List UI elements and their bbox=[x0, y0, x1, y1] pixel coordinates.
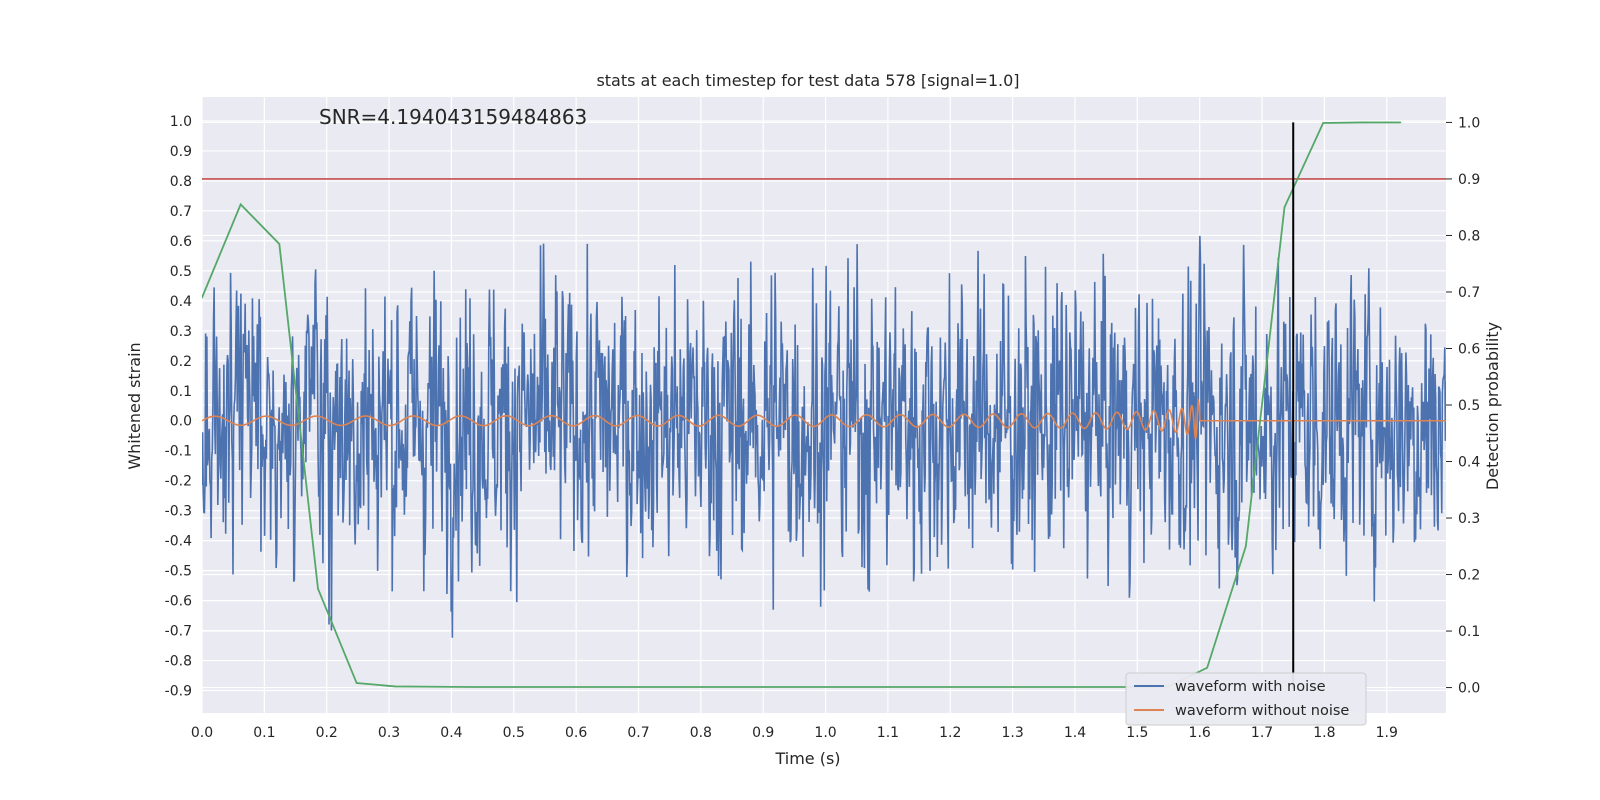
probability-point bbox=[1206, 666, 1208, 669]
probability-point bbox=[1013, 686, 1015, 688]
y-left-tick-label: -0.7 bbox=[165, 624, 192, 640]
probability-point bbox=[1361, 121, 1363, 124]
y-right-tick-label: 0.0 bbox=[1458, 681, 1480, 697]
y-left-tick-label: -0.4 bbox=[165, 534, 192, 550]
y-left-tick-label: 0.5 bbox=[170, 264, 192, 280]
probability-point bbox=[471, 686, 474, 688]
x-tick-label: 0.7 bbox=[627, 725, 649, 741]
x-tick-label: 0.2 bbox=[316, 725, 338, 741]
probability-point bbox=[665, 686, 667, 688]
y-left-tick-label: 0.7 bbox=[170, 204, 192, 220]
series-noise-line bbox=[202, 235, 1446, 638]
probability-point bbox=[781, 686, 783, 688]
x-tick-label: 0.1 bbox=[253, 725, 275, 741]
x-tick-label: 1.7 bbox=[1251, 725, 1273, 741]
y-left-tick-label: -0.2 bbox=[165, 474, 192, 490]
probability-point bbox=[278, 243, 281, 245]
y-left-tick-label: -0.8 bbox=[165, 654, 192, 670]
legend-label-noise: waveform with noise bbox=[1175, 679, 1326, 695]
x-tick-label: 0.4 bbox=[440, 725, 462, 741]
probability-point bbox=[1051, 686, 1054, 688]
y-right-tick-label: 0.3 bbox=[1458, 511, 1480, 527]
legend: waveform with noise waveform without noi… bbox=[1125, 672, 1367, 726]
y-right-tick-label: 0.1 bbox=[1458, 624, 1480, 640]
probability-point bbox=[974, 686, 977, 688]
y-axis-left: -0.9 -0.8 -0.7 -0.6 -0.5 -0.4 -0.3 -0.2 -0.1 0.0 0… bbox=[165, 114, 192, 700]
x-tick-label: 0.8 bbox=[690, 725, 712, 741]
probability-point bbox=[317, 587, 319, 590]
x-tick-label: 1.6 bbox=[1189, 725, 1211, 741]
probability-point bbox=[1245, 545, 1247, 548]
x-tick-label: 0.5 bbox=[503, 725, 525, 741]
probability-point bbox=[742, 686, 745, 688]
y-axis-label-left: Whitened strain bbox=[125, 342, 144, 469]
y-left-tick-label: 0.1 bbox=[170, 384, 192, 400]
probability-point bbox=[239, 203, 242, 206]
series-probability-line bbox=[202, 121, 1401, 688]
y-left-tick-label: -0.3 bbox=[165, 504, 192, 520]
probability-point bbox=[1283, 206, 1286, 209]
probability-point bbox=[510, 686, 513, 688]
probability-point bbox=[819, 686, 822, 688]
y-left-tick-label: 0.8 bbox=[170, 174, 192, 190]
probability-point bbox=[897, 686, 899, 688]
probability-point bbox=[626, 686, 629, 688]
y-right-tick-label: 0.9 bbox=[1458, 172, 1480, 188]
y-right-tick-label: 0.2 bbox=[1458, 568, 1480, 584]
probability-point bbox=[703, 686, 706, 688]
chart-title: stats at each timestep for test data 578… bbox=[596, 71, 1019, 90]
y-left-tick-label: -0.9 bbox=[165, 684, 192, 700]
y-left-tick-label: 0.0 bbox=[170, 414, 192, 430]
x-tick-label: 1.1 bbox=[877, 725, 899, 741]
y-right-tick-label: 0.7 bbox=[1458, 285, 1480, 301]
x-tick-label: 0.6 bbox=[565, 725, 587, 741]
x-tick-label: 1.0 bbox=[814, 725, 836, 741]
probability-point bbox=[433, 685, 435, 688]
x-axis-label: Time (s) bbox=[774, 749, 840, 768]
y-left-tick-label: 0.9 bbox=[170, 144, 192, 160]
y-right-tick-label: 0.6 bbox=[1458, 341, 1480, 357]
y-left-tick-label: -0.1 bbox=[165, 444, 192, 460]
legend-box bbox=[1125, 672, 1367, 726]
y-left-tick-label: -0.6 bbox=[165, 594, 192, 610]
x-tick-label: 1.4 bbox=[1064, 725, 1086, 741]
y-left-tick-label: 0.6 bbox=[170, 234, 192, 250]
y-right-tick-label: 0.5 bbox=[1458, 398, 1480, 414]
y-right-tick-label: 1.0 bbox=[1458, 115, 1480, 131]
y-left-tick-label: -0.5 bbox=[165, 564, 192, 580]
y-left-tick-label: 0.4 bbox=[170, 294, 192, 310]
probability-point bbox=[202, 296, 203, 299]
probability-point bbox=[858, 686, 861, 688]
x-tick-label: 1.5 bbox=[1126, 725, 1148, 741]
probability-point bbox=[1322, 122, 1324, 124]
series-clean-line bbox=[202, 397, 1446, 440]
y-right-tick-label: 0.4 bbox=[1458, 455, 1480, 471]
x-tick-label: 0.9 bbox=[752, 725, 774, 741]
x-tick-label: 1.3 bbox=[1001, 725, 1023, 741]
y-left-tick-label: 0.2 bbox=[170, 354, 192, 370]
x-tick-label: 1.8 bbox=[1313, 725, 1335, 741]
probability-point bbox=[549, 686, 551, 688]
y-right-tick-label: 0.8 bbox=[1458, 228, 1480, 244]
series-layer bbox=[202, 121, 1446, 688]
probability-point bbox=[587, 686, 590, 688]
probability-point bbox=[935, 686, 938, 688]
x-tick-label: 0.3 bbox=[378, 725, 400, 741]
x-tick-label: 1.9 bbox=[1376, 725, 1398, 741]
x-axis: 0.0 0.1 0.2 0.3 0.4 0.5 0.6 0.7 0.8 0.9 1.0 1.1 1.2 1… bbox=[191, 725, 1398, 741]
probability-point bbox=[355, 682, 358, 684]
x-tick-label: 0.0 bbox=[191, 725, 213, 741]
y-axis-right: 0.0 0.1 0.2 0.3 0.4 0.5 0.6 0.7 0.8 0.9 1.0 bbox=[1446, 115, 1480, 697]
probability-point bbox=[394, 685, 397, 688]
y-left-tick-label: 1.0 bbox=[170, 114, 192, 130]
probability-point bbox=[1090, 686, 1092, 688]
y-left-tick-label: 0.3 bbox=[170, 324, 192, 340]
x-tick-label: 1.2 bbox=[939, 725, 961, 741]
probability-point bbox=[1399, 121, 1402, 124]
legend-label-clean: waveform without noise bbox=[1175, 703, 1349, 719]
y-axis-label-right: Detection probability bbox=[1483, 322, 1502, 490]
snr-annotation: SNR=4.194043159484863 bbox=[319, 105, 587, 129]
